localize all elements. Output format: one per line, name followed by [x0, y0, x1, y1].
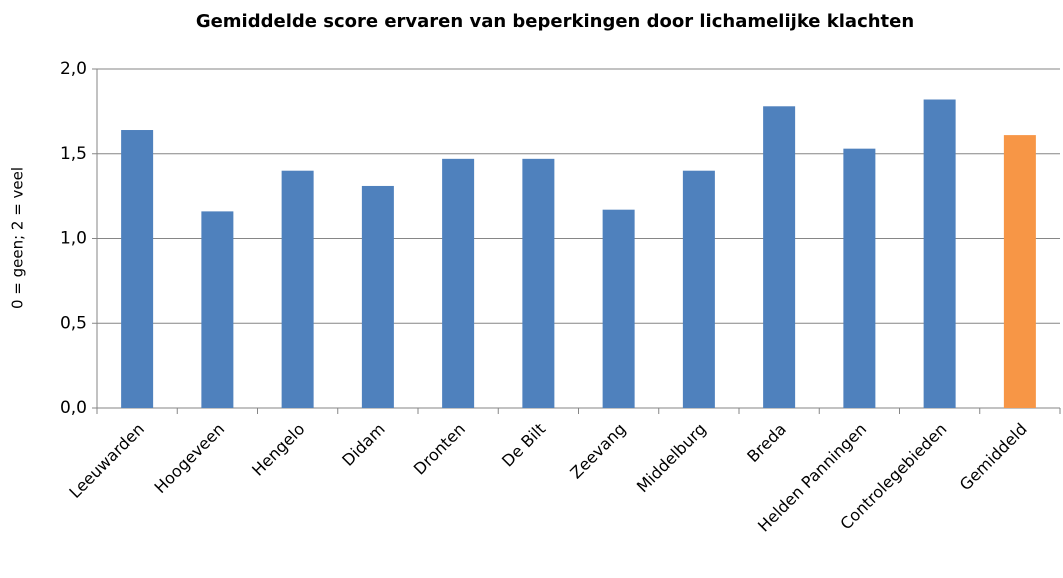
chart-title: Gemiddelde score ervaren van beperkingen… [196, 11, 914, 32]
y-tick-label: 1,5 [60, 144, 87, 164]
bar [361, 185, 394, 408]
bar [682, 170, 715, 408]
x-tick-label: De Bilt [498, 419, 549, 470]
x-tick-label: Middelburg [633, 419, 710, 496]
x-tick-label: Gemiddeld [956, 419, 1031, 494]
y-tick-label: 1,0 [60, 229, 87, 249]
x-tick-label: Didam [338, 419, 388, 469]
y-axis-label: 0 = geen; 2 = veel [9, 167, 27, 309]
y-tick-label: 0,0 [60, 398, 87, 418]
bar [763, 106, 796, 408]
bar [442, 158, 475, 408]
x-tick-label: Hoogeveen [150, 419, 228, 497]
bar [923, 99, 956, 408]
y-tick-label: 2,0 [60, 59, 87, 79]
x-tick-label: Hengelo [248, 419, 308, 479]
y-tick-label: 0,5 [60, 313, 87, 333]
bar [1003, 135, 1036, 409]
bar [121, 130, 154, 408]
bar [281, 170, 314, 408]
bar [843, 148, 876, 409]
bar [602, 209, 635, 408]
x-tick-label: Zeevang [566, 419, 629, 482]
x-tick-label: Leeuwarden [65, 419, 148, 502]
bar [201, 211, 234, 408]
x-tick-label: Dronten [410, 419, 469, 478]
x-tick-label: Breda [743, 419, 790, 466]
bar [522, 158, 555, 408]
